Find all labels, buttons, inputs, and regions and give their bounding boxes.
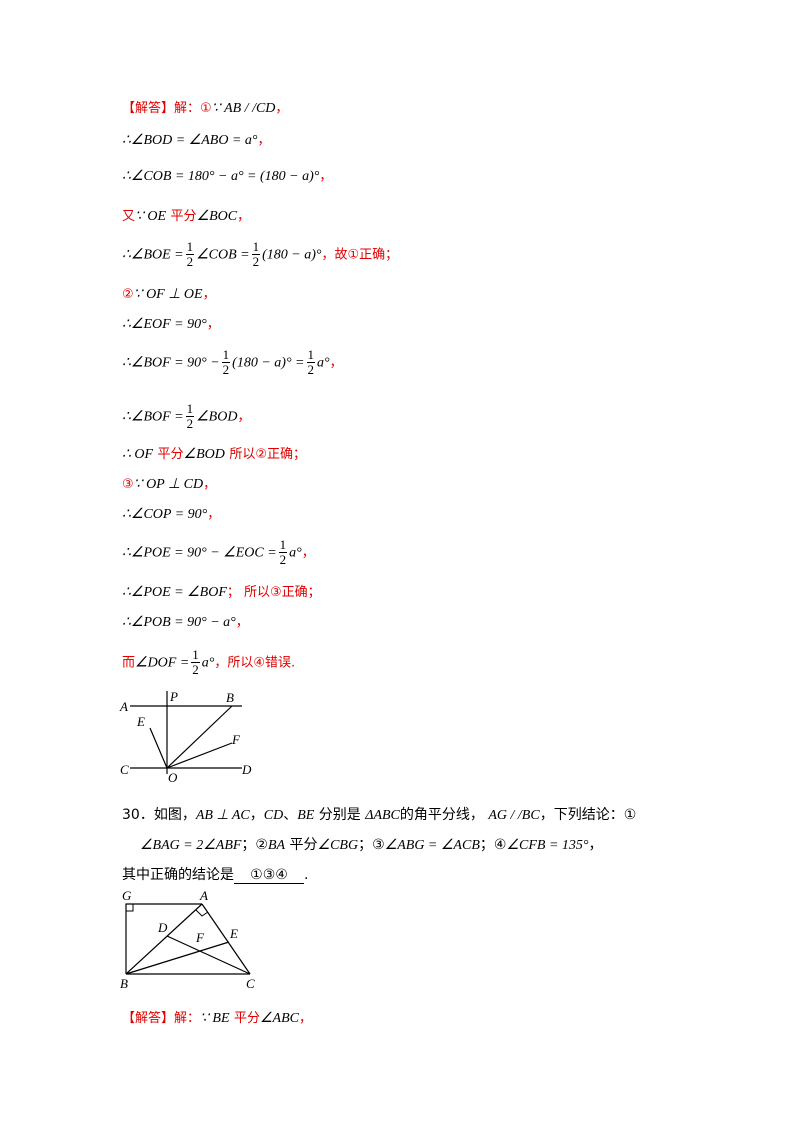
label-D: D bbox=[241, 762, 252, 777]
label-F: F bbox=[195, 930, 205, 945]
label-A: A bbox=[199, 888, 208, 903]
solution-heading: 【解答】解： bbox=[122, 1011, 201, 1026]
solution-line-13: ∴∠POE = 90° − ∠EOC = 1 2 a°， bbox=[122, 537, 315, 567]
line-BE bbox=[125, 941, 230, 975]
label-C: C bbox=[246, 976, 255, 991]
solution-line-16: 而∠DOF = 1 2 a°，所以④错误. bbox=[122, 647, 296, 677]
question-30-line-2: ∠BAG = 2∠ABF；②BA 平分∠CBG；③∠ABG = ∠ACB；④∠C… bbox=[140, 837, 603, 853]
figure-triangle-diagram: G A D F E B C bbox=[120, 888, 255, 991]
solution-line-12: ∴∠COP = 90°， bbox=[122, 507, 221, 522]
label-B: B bbox=[226, 690, 234, 705]
answer-blank: ①③④ bbox=[234, 867, 304, 884]
label-E: E bbox=[136, 714, 145, 729]
solution-line-4: 又∵ OE 平分∠BOC， bbox=[122, 209, 251, 224]
line-OF bbox=[166, 742, 233, 769]
right-angle-mark-G bbox=[125, 903, 134, 912]
label-E: E bbox=[229, 926, 238, 941]
solution-line-5: ∴∠BOE = 1 2 ∠COB = 1 2 (180 − a)°，故①正确； bbox=[122, 239, 399, 269]
label-F: F bbox=[231, 732, 241, 747]
solution-line-1: 【解答】解：①∵ AB / /CD， bbox=[122, 101, 289, 116]
line-OB bbox=[166, 705, 233, 769]
solution-heading: 【解答】解： bbox=[122, 101, 201, 116]
label-B: B bbox=[120, 976, 128, 991]
label-O: O bbox=[168, 770, 178, 785]
solution-line-11: ③∵ OP ⊥ CD， bbox=[122, 477, 217, 492]
solution-line-15: ∴∠POB = 90° − a°， bbox=[122, 615, 249, 630]
label-P: P bbox=[169, 689, 178, 704]
line-OE bbox=[149, 727, 168, 769]
solution-line-9: ∴∠BOF = 1 2 ∠BOD， bbox=[122, 401, 251, 431]
line-AC bbox=[201, 903, 251, 975]
solution-line-7: ∴∠EOF = 90°， bbox=[122, 317, 220, 332]
solution-line-2: ∴∠BOD = ∠ABO = a°， bbox=[122, 133, 271, 148]
label-A: A bbox=[119, 699, 128, 714]
line-BA bbox=[125, 903, 203, 975]
label-G: G bbox=[122, 888, 132, 903]
solution-line-6: ②∵ OF ⊥ OE， bbox=[122, 287, 216, 302]
label-C: C bbox=[120, 762, 129, 777]
question-30-line-3: 其中正确的结论是 ①③④. bbox=[122, 867, 309, 884]
line-CD bbox=[166, 935, 251, 975]
solution-line-3: ∴∠COB = 180° − a° = (180 − a)°， bbox=[122, 169, 333, 184]
figure-angle-diagram: A P B E F C O D bbox=[119, 689, 252, 785]
solution-line-10: ∴ OF 平分∠BOD 所以②正确； bbox=[122, 447, 306, 462]
solution-2-line-1: 【解答】解：∵ BE 平分∠ABC， bbox=[122, 1011, 313, 1026]
solution-line-14: ∴∠POE = ∠BOF； 所以③正确； bbox=[122, 585, 321, 600]
label-D: D bbox=[157, 920, 168, 935]
right-angle-mark-A bbox=[195, 909, 209, 917]
solution-line-8: ∴∠BOF = 90° −1 2 (180 − a)° = 1 2 a°， bbox=[122, 347, 343, 377]
question-30-line-1: 30．如图，AB ⊥ AC，CD、BE 分别是 ΔABC的角平分线， AG / … bbox=[122, 807, 637, 823]
